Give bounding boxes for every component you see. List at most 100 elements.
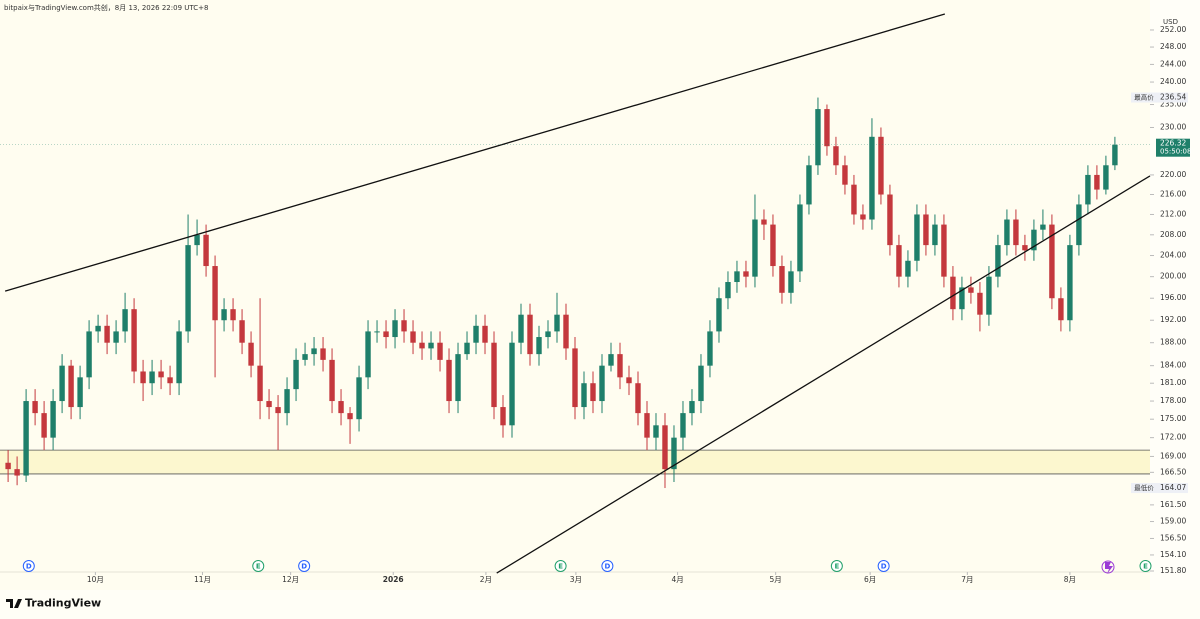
candle-body xyxy=(293,359,299,390)
candle-body xyxy=(653,425,659,438)
candle-body xyxy=(221,309,227,321)
candle-body xyxy=(923,214,929,246)
x-tick-label: 10月 xyxy=(87,575,104,584)
candle-body xyxy=(590,383,596,402)
candle-body xyxy=(734,271,740,283)
candle-body xyxy=(500,407,506,426)
candle-body xyxy=(1085,174,1091,205)
y-tick-label: 169.00 xyxy=(1160,451,1186,460)
event-marker xyxy=(830,560,843,572)
candle-body xyxy=(941,224,947,277)
candle-body xyxy=(23,401,29,476)
y-tick-label: 181.00 xyxy=(1160,378,1186,387)
candle-body xyxy=(437,342,443,360)
x-tick-label: 8月 xyxy=(1064,575,1076,584)
candle-body xyxy=(374,331,380,333)
candle-body xyxy=(1076,204,1082,246)
candle-body xyxy=(482,325,488,343)
y-tick-label: 248.00 xyxy=(1160,42,1186,51)
candle-body xyxy=(977,292,983,315)
event-label: D xyxy=(26,563,32,571)
candle-body xyxy=(545,331,551,338)
candle-body xyxy=(14,469,20,476)
event-icon xyxy=(1105,562,1113,574)
y-tick-label: 156.50 xyxy=(1160,533,1186,542)
trendline xyxy=(496,175,1151,574)
candle-body xyxy=(932,224,938,246)
candle-body xyxy=(113,331,119,343)
trendline xyxy=(4,13,946,292)
x-tick-label: 11月 xyxy=(194,575,211,584)
x-tick-label: 2月 xyxy=(480,575,492,584)
y-tick-label: 196.00 xyxy=(1160,293,1186,302)
candle-body xyxy=(905,260,911,277)
candle-body xyxy=(329,359,335,402)
candle-body xyxy=(1040,224,1046,230)
candle-body xyxy=(347,413,353,420)
candle-body xyxy=(176,331,182,384)
y-tick-label: 208.00 xyxy=(1160,230,1186,239)
candle-body xyxy=(689,401,695,414)
x-tick-label: 6月 xyxy=(864,575,876,584)
y-tick-label: 192.00 xyxy=(1160,315,1186,324)
event-marker xyxy=(554,560,567,572)
event-icon-ring xyxy=(1101,560,1115,574)
candle-body xyxy=(185,245,191,332)
candle-body xyxy=(1112,144,1118,166)
x-tick-label: 7月 xyxy=(961,575,973,584)
y-tick-label: 230.00 xyxy=(1160,122,1186,131)
candle-body xyxy=(806,165,812,205)
candle-body xyxy=(419,342,425,349)
candle-body xyxy=(914,214,920,261)
candle-body xyxy=(212,266,218,321)
zone xyxy=(0,450,1150,474)
y-tick-label: 212.00 xyxy=(1160,209,1186,218)
y-tick-label: 216.00 xyxy=(1160,190,1186,199)
candle-body xyxy=(599,365,605,402)
candle-body xyxy=(104,325,110,343)
candle-body xyxy=(167,377,173,384)
candle-body xyxy=(662,425,668,470)
low-badge xyxy=(1156,483,1188,494)
candle-body xyxy=(491,342,497,408)
candle-body xyxy=(788,271,794,293)
x-tick-label: 5月 xyxy=(770,575,782,584)
candle-body xyxy=(41,413,47,438)
candle-body xyxy=(572,348,578,408)
event-marker xyxy=(877,560,890,572)
plot-background xyxy=(0,0,1150,590)
candle-body xyxy=(671,437,677,470)
candle-body xyxy=(365,331,371,378)
candle-body xyxy=(32,401,38,414)
candle-body xyxy=(338,401,344,414)
candle-body xyxy=(509,342,515,426)
y-tick-label: 240.00 xyxy=(1160,77,1186,86)
candle-body xyxy=(455,354,461,402)
candle-body xyxy=(383,331,389,338)
y-tick-label: 175.00 xyxy=(1160,414,1186,423)
x-tick-label: 2026 xyxy=(383,575,404,584)
candle-body xyxy=(77,377,83,408)
candle-body xyxy=(887,194,893,246)
candle-body xyxy=(896,245,902,277)
candle-body xyxy=(824,109,830,147)
y-tick-label: 200.00 xyxy=(1160,272,1186,281)
candle-body xyxy=(275,407,281,414)
candle-body xyxy=(311,348,317,355)
logo-mark xyxy=(6,599,22,608)
candle-body xyxy=(1022,245,1028,251)
candle-body xyxy=(140,371,146,384)
low-tag-text: 最低价 xyxy=(1134,483,1154,492)
candle-body xyxy=(203,234,209,267)
low-value: 164.07 xyxy=(1160,483,1186,492)
low-tag xyxy=(1131,483,1157,494)
x-tick-label: 12月 xyxy=(282,575,299,584)
event-marker xyxy=(298,560,311,572)
countdown: 05:50:08 xyxy=(1160,148,1191,156)
candle-body xyxy=(527,314,533,355)
candle-body xyxy=(959,287,965,310)
candle-body xyxy=(1058,298,1064,321)
candle-body xyxy=(608,354,614,366)
